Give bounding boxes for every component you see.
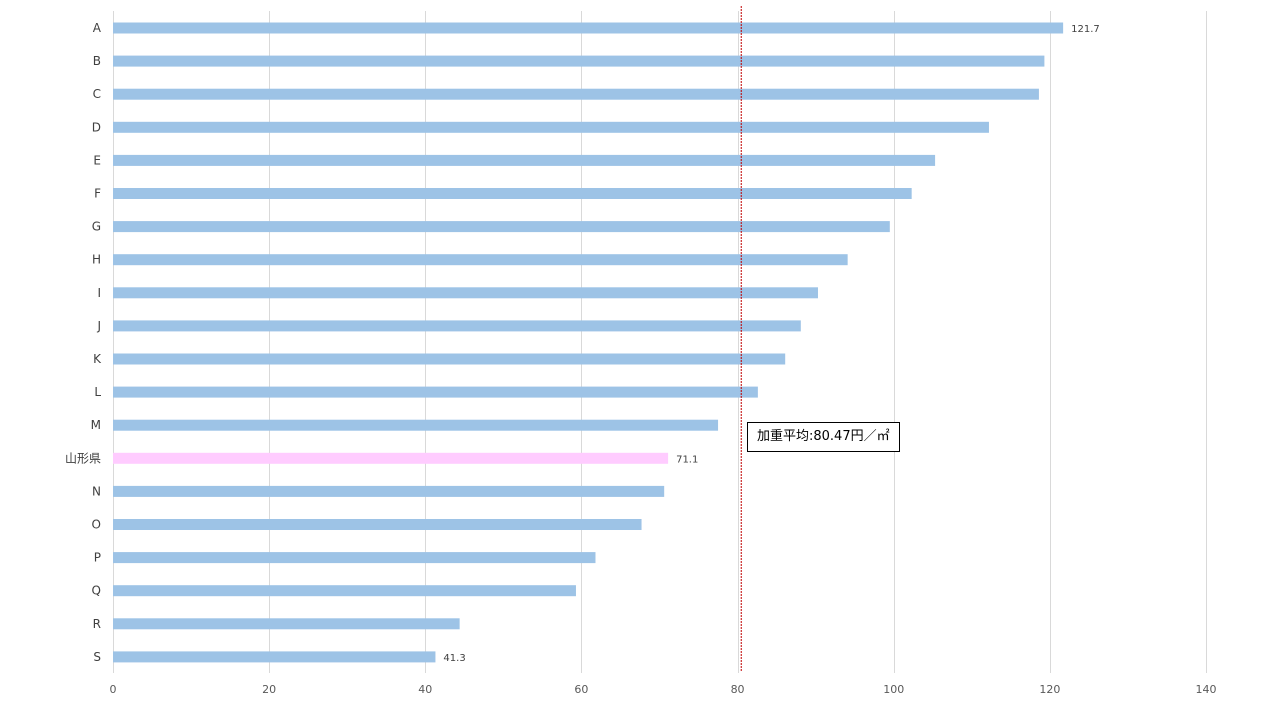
- bar: [113, 651, 436, 663]
- category-label: O: [92, 518, 101, 532]
- x-axis-tick-labels: 0 20 40 60 80 100 120 140: [110, 683, 1217, 696]
- data-label: 41.3: [443, 653, 465, 664]
- category-label: Q: [92, 584, 101, 598]
- bar: [113, 519, 642, 530]
- category-label: H: [92, 253, 101, 267]
- x-tick-label: 120: [1039, 683, 1060, 696]
- category-label: E: [93, 153, 101, 167]
- category-label: G: [92, 220, 101, 234]
- gridlines: [113, 11, 1207, 673]
- category-label: R: [93, 617, 101, 631]
- category-label: C: [93, 87, 101, 101]
- bar: [113, 254, 848, 266]
- category-label: B: [93, 54, 101, 68]
- bars: [113, 22, 1064, 663]
- category-label: F: [94, 187, 101, 201]
- category-label: J: [96, 319, 101, 333]
- bar: [113, 485, 665, 497]
- bar: [113, 221, 890, 233]
- category-label: N: [92, 484, 101, 498]
- bar: [113, 618, 460, 630]
- x-tick-label: 60: [574, 683, 588, 696]
- data-labels: 121.7 71.1 41.3: [443, 24, 1099, 664]
- bar: [113, 188, 912, 199]
- x-tick-label: 40: [418, 683, 432, 696]
- bar: [113, 552, 596, 564]
- bar: [113, 320, 801, 332]
- weighted-average-callout: 加重平均:80.47円／㎡: [747, 422, 900, 452]
- bar: [113, 419, 719, 431]
- bar: [113, 287, 818, 299]
- category-label: K: [93, 352, 102, 366]
- category-label: M: [91, 418, 101, 432]
- bar: [113, 55, 1045, 67]
- bar-highlight: [113, 452, 669, 464]
- bar: [113, 22, 1064, 34]
- category-label: I: [97, 286, 101, 300]
- bar: [113, 353, 786, 365]
- category-label: D: [92, 120, 101, 134]
- x-tick-label: 80: [731, 683, 745, 696]
- category-label: A: [93, 21, 102, 35]
- bar: [113, 88, 1039, 100]
- category-label: 山形県: [65, 451, 101, 465]
- bar: [113, 121, 989, 133]
- bar: [113, 154, 936, 166]
- x-tick-label: 0: [110, 683, 117, 696]
- x-tick-label: 100: [883, 683, 904, 696]
- bar: [113, 386, 758, 398]
- x-tick-label: 140: [1196, 683, 1217, 696]
- data-label: 71.1: [676, 454, 698, 465]
- category-label: S: [93, 650, 101, 664]
- bar: [113, 585, 576, 597]
- x-tick-label: 20: [262, 683, 276, 696]
- category-label: P: [94, 551, 101, 565]
- category-label: L: [94, 385, 101, 399]
- category-labels: A B C D E F G H I J K L M 山形県 N O P Q R S: [65, 21, 102, 664]
- data-label: 121.7: [1071, 24, 1100, 35]
